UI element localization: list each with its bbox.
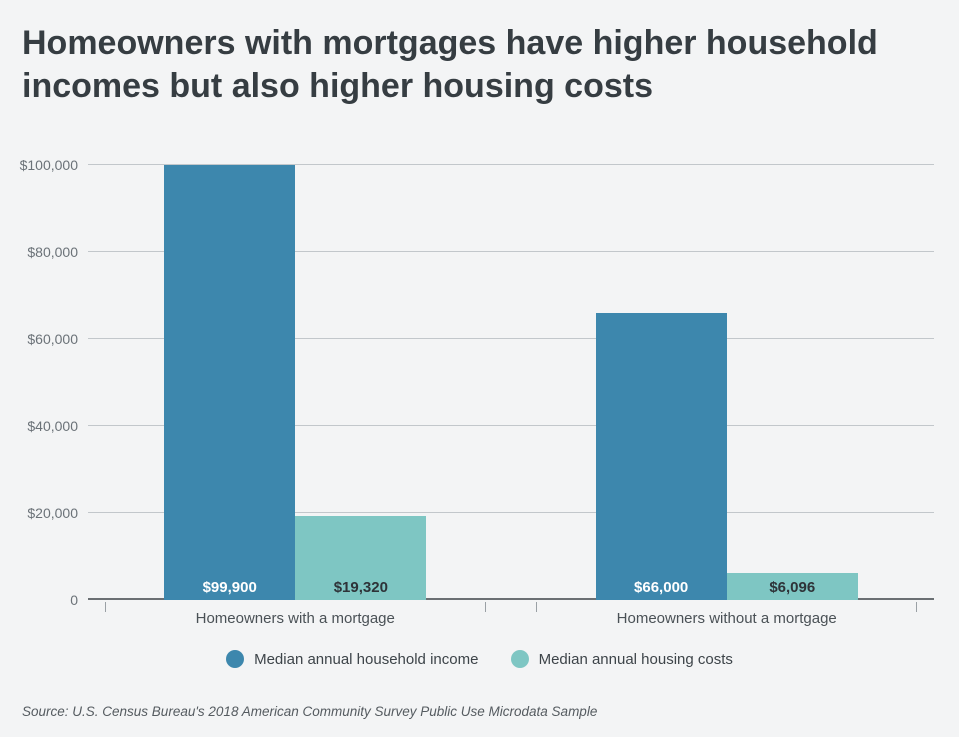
bar-value-label: $6,096 — [727, 579, 858, 596]
source-text: Source: U.S. Census Bureau's 2018 Americ… — [22, 704, 597, 719]
legend-label-costs: Median annual housing costs — [539, 651, 733, 668]
bar-value-label: $99,900 — [164, 579, 295, 596]
category-label: Homeowners without a mortgage — [536, 610, 917, 627]
bar-value-label: $66,000 — [596, 579, 727, 596]
y-tick-label: $100,000 — [20, 157, 78, 173]
legend-swatch-costs — [511, 650, 529, 668]
legend-item-costs: Median annual housing costs — [511, 650, 733, 668]
legend-label-income: Median annual household income — [254, 651, 478, 668]
category-label: Homeowners with a mortgage — [105, 610, 486, 627]
y-tick-0: 0 — [70, 592, 78, 608]
chart-title: Homeowners with mortgages have higher ho… — [22, 22, 929, 107]
bar: $99,900 — [164, 165, 295, 600]
legend-item-income: Median annual household income — [226, 650, 478, 668]
y-tick-label: $80,000 — [27, 244, 78, 260]
y-tick-label: $60,000 — [27, 331, 78, 347]
y-tick-label: $40,000 — [27, 418, 78, 434]
bar-value-label: $19,320 — [295, 579, 426, 596]
legend-swatch-income — [226, 650, 244, 668]
bar: $6,096 — [727, 573, 858, 600]
bar: $19,320 — [295, 516, 426, 600]
bar: $66,000 — [596, 313, 727, 600]
chart-container: Homeowners with mortgages have higher ho… — [0, 0, 959, 737]
plot-area: 0 $20,000$40,000$60,000$80,000$100,000Ho… — [88, 165, 934, 600]
legend: Median annual household income Median an… — [0, 650, 959, 672]
y-tick-label: $20,000 — [27, 505, 78, 521]
category-group: Homeowners without a mortgage — [536, 165, 917, 600]
